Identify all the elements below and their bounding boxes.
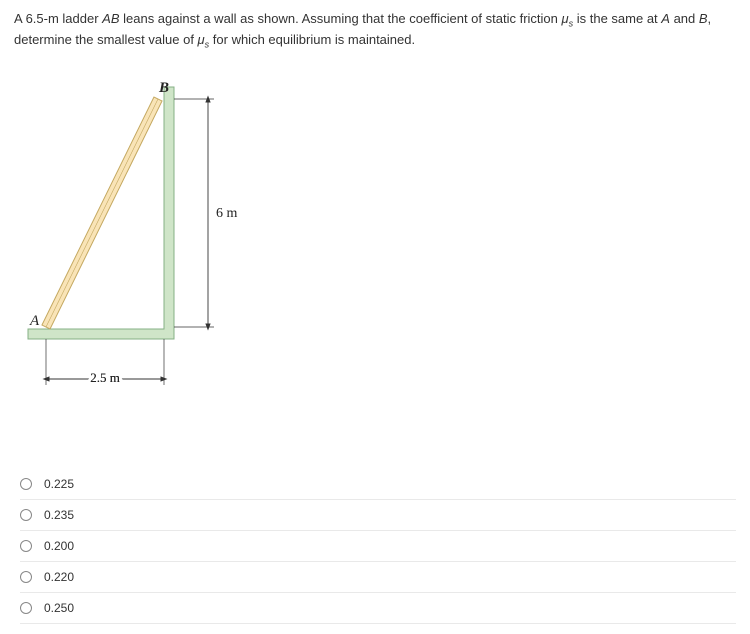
q-mu2: μ xyxy=(198,32,205,47)
radio-icon xyxy=(20,540,32,552)
radio-icon xyxy=(20,509,32,521)
q-b: B xyxy=(699,11,708,26)
q-prefix: A 6.5-m ladder xyxy=(14,11,102,26)
svg-text:A: A xyxy=(29,313,40,329)
option-label: 0.235 xyxy=(44,508,74,522)
option-row[interactable]: 0.250 xyxy=(20,593,736,624)
option-row[interactable]: 0.200 xyxy=(20,531,736,562)
option-row[interactable]: 0.225 xyxy=(20,469,736,500)
q-a: A xyxy=(661,11,670,26)
option-label: 0.220 xyxy=(44,570,74,584)
radio-icon xyxy=(20,571,32,583)
option-label: 0.225 xyxy=(44,477,74,491)
option-row[interactable]: 0.220 xyxy=(20,562,736,593)
q-mid2: is the same at xyxy=(573,11,661,26)
q-mid3: and xyxy=(670,11,699,26)
figure: AB6 m2.5 m2.5 m xyxy=(18,69,736,409)
radio-icon xyxy=(20,478,32,490)
figure-svg: AB6 m2.5 m2.5 m xyxy=(18,69,248,404)
radio-icon xyxy=(20,602,32,614)
q-ab: AB xyxy=(102,11,119,26)
question-text: A 6.5-m ladder AB leans against a wall a… xyxy=(14,10,736,51)
option-row[interactable]: 0.235 xyxy=(20,500,736,531)
svg-text:B: B xyxy=(158,80,169,96)
q-tail: for which equilibrium is maintained. xyxy=(209,32,415,47)
q-mid1: leans against a wall as shown. Assuming … xyxy=(120,11,562,26)
q-mu1: μ xyxy=(562,11,569,26)
option-label: 0.250 xyxy=(44,601,74,615)
answer-options: 0.225 0.235 0.200 0.220 0.250 xyxy=(20,469,736,624)
option-label: 0.200 xyxy=(44,539,74,553)
svg-text:2.5 m: 2.5 m xyxy=(90,370,120,385)
svg-text:6 m: 6 m xyxy=(216,206,238,221)
